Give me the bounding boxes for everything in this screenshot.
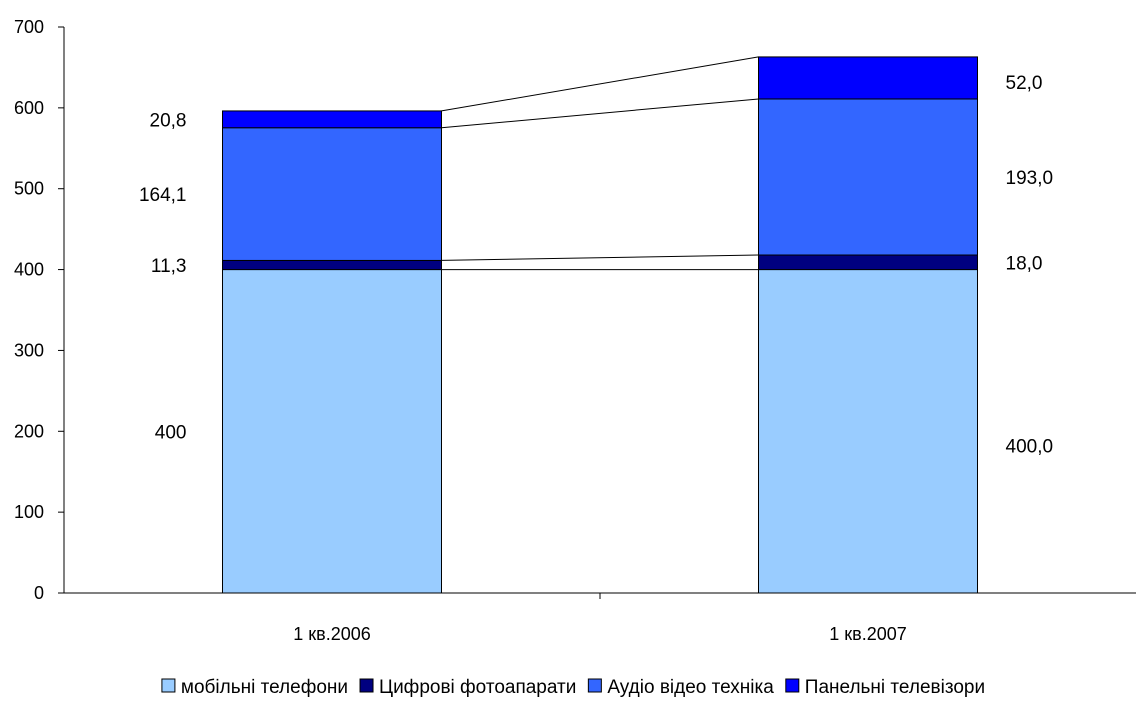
legend-label: Аудіо відео техніка [607, 677, 774, 698]
legend-label: мобільні телефони [181, 677, 348, 698]
series-line [441, 98, 759, 129]
data-label: 52,0 [1006, 73, 1043, 94]
axes: 0 100 200 300 400 500 600 700 1 кв.2006 1 кв.2007 [14, 17, 1136, 644]
y-tick-label: 100 [14, 502, 44, 522]
bars [222, 56, 978, 594]
legend: мобільні телефони Цифрові фотоапарати Ауді… [161, 677, 985, 698]
bar-segment [222, 259, 442, 271]
legend-swatch [161, 678, 176, 693]
data-label: 18,0 [1006, 253, 1043, 274]
bar-segment [758, 269, 978, 594]
bar-segment [222, 269, 442, 594]
x-tick-label: 1 кв.2006 [293, 624, 371, 644]
bar-segment [758, 98, 978, 256]
x-tick-label: 1 кв.2007 [829, 624, 907, 644]
data-labels: 400 11,3 164,1 20,8 400,0 18,0 193,0 52,0 [139, 73, 1053, 457]
y-tick-label: 400 [14, 260, 44, 280]
legend-swatch [587, 678, 602, 693]
data-label: 193,0 [1006, 168, 1054, 189]
y-tick-label: 200 [14, 421, 44, 441]
y-tick-label: 600 [14, 98, 44, 118]
bar-segment [222, 110, 442, 129]
y-tick-label: 500 [14, 179, 44, 199]
legend-item: Панельні телевізори [785, 677, 985, 698]
legend-item: Цифрові фотоапарати [359, 677, 576, 698]
bar-segment [758, 254, 978, 271]
legend-item: Аудіо відео техніка [587, 677, 774, 698]
data-label: 164,1 [139, 185, 187, 206]
series-line [441, 254, 759, 261]
y-tick-label: 300 [14, 340, 44, 360]
y-tick-label: 0 [34, 583, 44, 603]
data-label: 11,3 [151, 256, 187, 277]
series-connector-lines [441, 56, 759, 271]
legend-label: Панельні телевізори [805, 677, 985, 698]
legend-item: мобільні телефони [161, 677, 348, 698]
data-label: 20,8 [150, 110, 187, 131]
bar-segment [758, 56, 978, 100]
y-tick-label: 700 [14, 17, 44, 37]
data-label: 400 [155, 422, 187, 443]
legend-swatch [785, 678, 800, 693]
legend-swatch [359, 678, 374, 693]
series-line [441, 56, 759, 112]
legend-label: Цифрові фотоапарати [379, 677, 576, 698]
bar-segment [222, 127, 442, 261]
data-label: 400,0 [1006, 436, 1054, 457]
